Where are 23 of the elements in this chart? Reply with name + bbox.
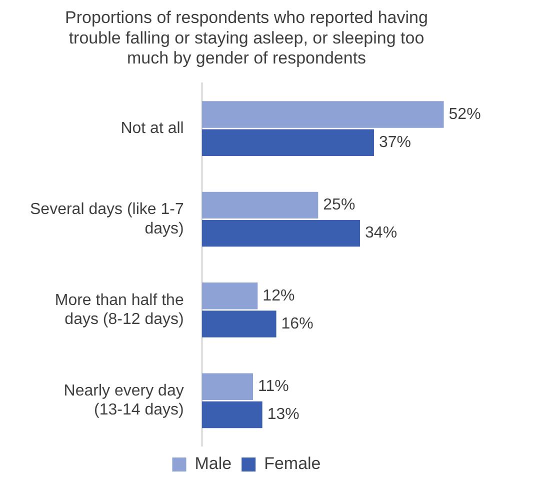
- chart-title: Proportions of respondents who reported having trouble falling or staying asleep, or sleeping too much by gender of respondents: [65, 8, 428, 68]
- data-label: 16%: [281, 315, 314, 332]
- data-label: 13%: [267, 406, 300, 424]
- bar: [202, 401, 262, 428]
- data-label: 12%: [262, 287, 295, 304]
- bar: [202, 310, 276, 338]
- y-tick-label: Several days (like 1-7 days): [30, 201, 184, 238]
- data-label: 52%: [448, 106, 481, 123]
- data-label: 37%: [378, 134, 412, 152]
- bar: [202, 101, 444, 128]
- bar: [202, 220, 360, 247]
- data-label: 11%: [258, 378, 289, 395]
- bar: [202, 192, 318, 219]
- bar: [202, 129, 374, 156]
- legend-label: Female: [264, 454, 321, 474]
- data-label: 34%: [365, 224, 398, 242]
- data-label: 25%: [323, 196, 356, 214]
- y-tick-label: Nearly every day (13-14 days): [64, 382, 184, 419]
- legend-label: Male: [194, 454, 232, 474]
- y-tick-label: More than half the days (8-12 days): [54, 292, 184, 328]
- bar: [202, 373, 254, 400]
- y-tick-label: Not at all: [120, 120, 184, 137]
- bar: [202, 282, 258, 310]
